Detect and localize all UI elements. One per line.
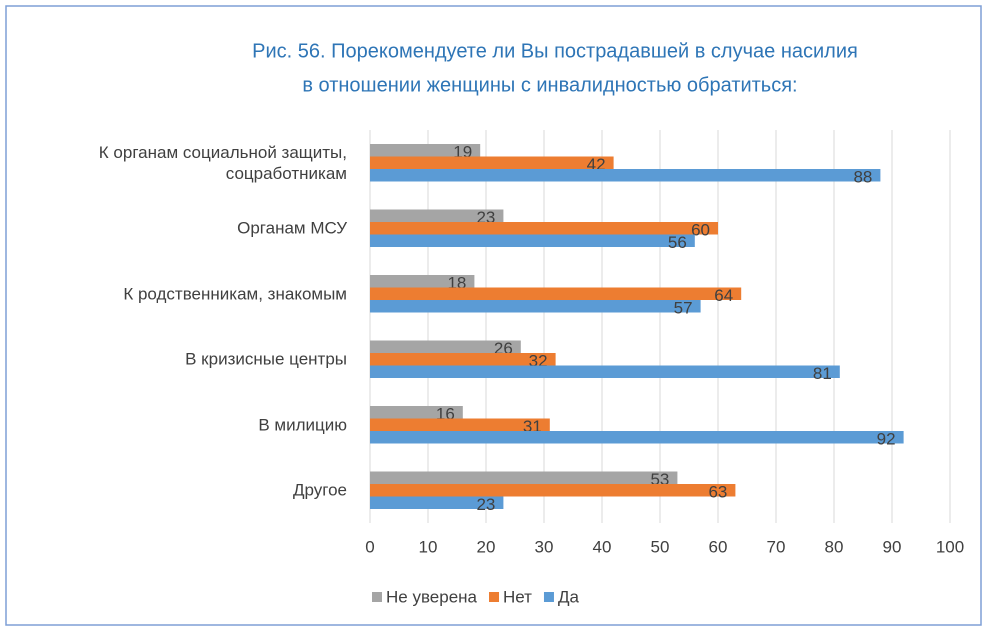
x-tick-label: 50 — [651, 537, 670, 556]
data-label: 92 — [877, 430, 896, 449]
chart-title: Рис. 56. Порекомендуете ли Вы пострадавш… — [252, 40, 858, 62]
x-tick-label: 90 — [883, 537, 902, 556]
legend-swatch — [489, 592, 500, 602]
legend-swatch — [543, 592, 554, 602]
bar — [370, 275, 475, 288]
bar — [370, 144, 481, 157]
y-tick-label: В милицию — [258, 415, 347, 435]
data-label: 56 — [668, 233, 687, 252]
data-label: 81 — [813, 364, 832, 383]
y-tick-label: В кризисные центры — [185, 349, 347, 369]
bar — [370, 406, 463, 419]
x-tick-label: 30 — [535, 537, 554, 556]
x-tick-label: 40 — [593, 537, 612, 556]
bar — [370, 209, 504, 222]
bar — [370, 300, 701, 313]
x-tick-label: 70 — [767, 537, 786, 556]
bar — [370, 431, 904, 444]
x-tick-label: 60 — [709, 537, 728, 556]
bar — [370, 471, 678, 484]
data-label: 23 — [476, 495, 495, 514]
legend-swatch — [372, 592, 382, 602]
data-label: 63 — [708, 483, 727, 502]
data-label: 88 — [853, 168, 872, 187]
bar — [370, 234, 695, 247]
legend-label: Да — [558, 587, 580, 606]
bar — [370, 169, 881, 182]
bar — [370, 365, 840, 378]
data-label: 64 — [714, 286, 733, 305]
y-tick-label: Другое — [292, 480, 347, 500]
x-tick-label: 0 — [365, 537, 374, 556]
y-tick-label: К родственникам, знакомым — [123, 284, 347, 304]
x-tick-label: 80 — [825, 537, 844, 556]
bar — [370, 156, 614, 169]
legend-label: Не уверена — [386, 587, 478, 606]
x-tick-label: 10 — [419, 537, 438, 556]
x-tick-label: 20 — [477, 537, 496, 556]
bar — [370, 496, 504, 509]
bar — [370, 353, 556, 366]
chart-border — [5, 5, 982, 626]
data-label: 60 — [691, 221, 710, 240]
y-tick-label: К органам социальной защиты, соцработник… — [98, 142, 347, 183]
bar — [370, 287, 742, 300]
bar — [370, 418, 550, 431]
data-label: 57 — [674, 299, 693, 318]
bar — [370, 222, 718, 235]
bar — [370, 340, 521, 353]
y-tick-label: Органам МСУ — [237, 218, 347, 238]
bar — [370, 484, 736, 497]
chart-title: в отношении женщины с инвалидностью обра… — [302, 74, 797, 96]
x-tick-label: 100 — [936, 537, 964, 556]
legend-label: Нет — [503, 587, 532, 606]
